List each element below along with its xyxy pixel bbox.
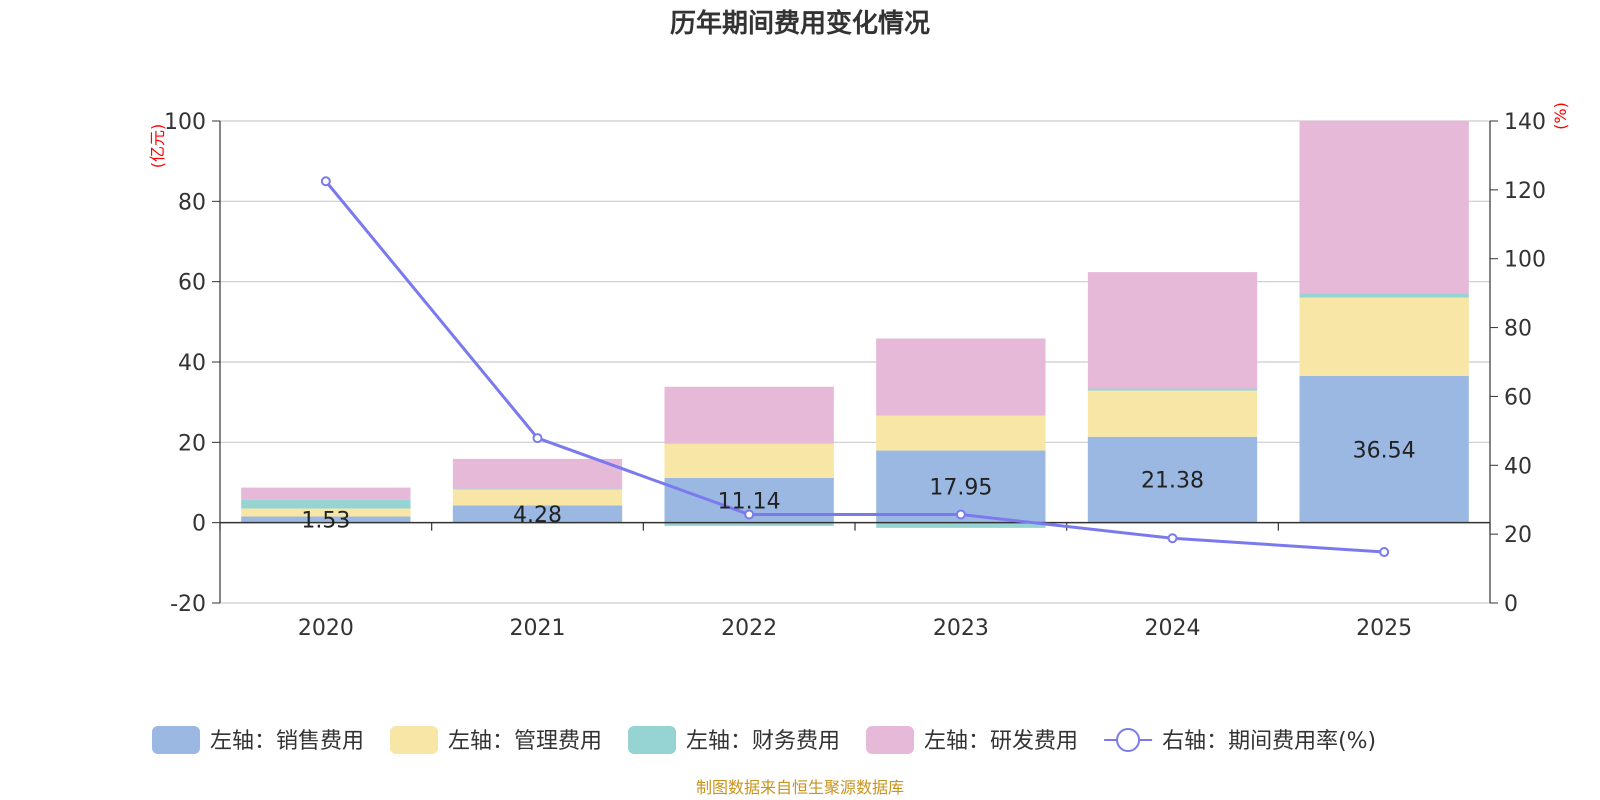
data-labels: 1.53 4.28 11.14 17.95 21.38 36.54: [301, 438, 1415, 533]
right-tick-label: 40: [1504, 454, 1532, 479]
bar-data-label: 36.54: [1353, 438, 1416, 463]
line-series: [320, 176, 1390, 558]
line-point: [1167, 533, 1178, 544]
right-tick-label: 120: [1504, 179, 1546, 204]
axes: -20 0 20 40 60 80 100 0 20 40 60 80 100 120 140 2020 202…: [164, 110, 1546, 641]
bar-segment: [241, 508, 411, 517]
legend-swatch: [152, 726, 200, 754]
left-tick-label: 40: [178, 351, 206, 376]
category-label: 2021: [510, 616, 566, 641]
category-label: 2022: [721, 616, 777, 641]
line-path: [324, 180, 1385, 554]
left-tick-label: 80: [178, 190, 206, 215]
legend-label: 左轴：管理费用: [448, 729, 602, 754]
right-axis-unit: (%): [1551, 102, 1570, 130]
bar-segment: [241, 499, 411, 509]
right-tick-label: 140: [1504, 110, 1546, 135]
line-point: [744, 509, 755, 520]
bar-segment: [876, 338, 1046, 416]
bar-segment: [1299, 120, 1469, 294]
bar-segment: [1087, 388, 1258, 391]
bar-segment: [452, 488, 623, 490]
line-point: [955, 509, 966, 520]
right-tick-label: 80: [1504, 317, 1532, 342]
right-tick-label: 20: [1504, 523, 1532, 548]
bar-segment: [664, 386, 834, 444]
bar-segment: [1299, 297, 1469, 376]
left-axis-unit: (亿元): [148, 124, 167, 169]
right-tick-label: 0: [1504, 592, 1518, 617]
bar-data-label: 11.14: [718, 489, 781, 514]
line-point: [532, 433, 543, 444]
left-tick-label: 20: [178, 431, 206, 456]
right-tick-label: 100: [1504, 248, 1546, 273]
legend-marker: [1116, 728, 1141, 752]
left-tick-label: -20: [170, 592, 206, 617]
category-label: 2024: [1145, 616, 1201, 641]
bar-segment: [452, 489, 623, 506]
bar-data-label: 4.28: [513, 503, 562, 528]
bar-segment: [1087, 436, 1258, 523]
bars: [241, 120, 1469, 528]
bar-segment: [1299, 293, 1469, 298]
left-tick-label: 0: [192, 512, 206, 537]
legend-label: 左轴：销售费用: [210, 729, 364, 754]
legend-swatch: [866, 726, 915, 754]
legend-swatch: [390, 726, 439, 754]
legend-swatch: [628, 726, 677, 754]
legend-label: 左轴：研发费用: [924, 729, 1078, 754]
source-note: 制图数据来自恒生聚源数据库: [696, 778, 904, 797]
left-tick-label: 100: [164, 110, 206, 135]
legend-label: 右轴：期间费用率(%): [1162, 729, 1376, 754]
line-point: [1379, 547, 1390, 558]
line-point: [320, 176, 331, 187]
bar-segment: [452, 505, 623, 523]
bar-data-label: 1.53: [301, 509, 350, 534]
bar-data-label: 21.38: [1141, 469, 1204, 494]
bar-segment: [241, 487, 411, 500]
legend: 左轴：销售费用 左轴：管理费用 左轴：财务费用 左轴：研发费用 右轴：期间费用率(%): [152, 726, 1376, 754]
bar-segment: [452, 458, 623, 489]
bar-segment: [241, 516, 411, 523]
bar-segment: [664, 522, 834, 526]
category-label: 2023: [933, 616, 989, 641]
bar-segment: [1087, 272, 1258, 389]
category-label: 2025: [1356, 616, 1412, 641]
bar-segment: [664, 443, 834, 478]
right-tick-label: 60: [1504, 385, 1532, 410]
legend-label: 左轴：财务费用: [686, 729, 840, 754]
chart-title: 历年期间费用变化情况: [670, 8, 930, 39]
category-label: 2020: [298, 616, 354, 641]
bar-segment: [1299, 375, 1469, 523]
bar-segment: [1087, 390, 1258, 437]
left-tick-label: 60: [178, 271, 206, 296]
bar-segment: [876, 522, 1046, 528]
bar-data-label: 17.95: [929, 476, 992, 501]
bar-segment: [876, 415, 1046, 451]
